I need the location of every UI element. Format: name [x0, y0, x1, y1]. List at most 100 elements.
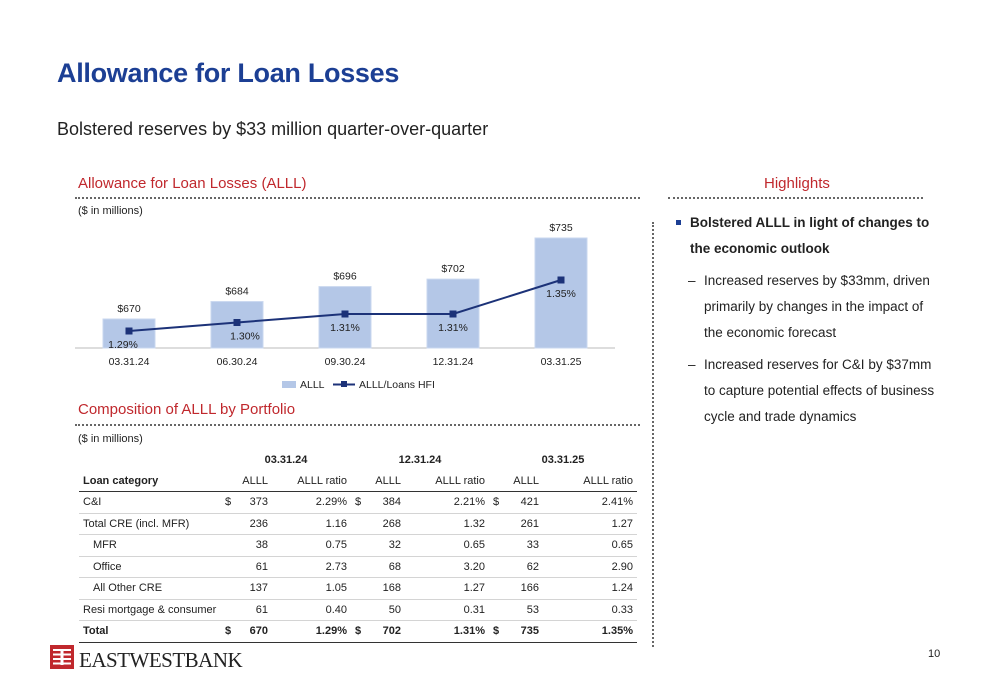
chart-unit-note: ($ in millions): [78, 205, 143, 217]
alll-ratio-cell: 1.05: [272, 577, 351, 600]
currency-symbol: $: [225, 496, 232, 509]
alll-value-cell: 268: [351, 513, 405, 535]
cell-value: 373: [249, 496, 268, 509]
alll-value-cell: 261: [489, 513, 543, 535]
column-header: Loan category: [79, 470, 221, 492]
alll-ratio-cell: 2.41%: [543, 491, 637, 514]
alll-value-cell: 166: [489, 577, 543, 600]
highlight-sub-bullet: – Increased reserves for C&I by $37mm to…: [676, 352, 936, 430]
alll-value-cell: $735: [489, 620, 543, 643]
alll-value-cell: 53: [489, 599, 543, 621]
x-tick-label: 03.31.24: [109, 356, 150, 368]
alll-value-cell: 61: [221, 599, 272, 621]
column-header: ALLL: [351, 470, 405, 492]
table-row: Total CRE (incl. MFR) 236 1.16 268 1.32 261 1.…: [79, 513, 637, 535]
x-tick-label: 09.30.24: [325, 356, 366, 368]
alll-ratio-cell: 1.27: [543, 513, 637, 535]
row-label: MFR: [79, 534, 221, 557]
alll-ratio-cell: 2.21%: [405, 491, 489, 514]
bar-value-label: $735: [549, 222, 573, 234]
legend-bar-swatch: [282, 381, 296, 388]
ratio-point: [233, 319, 241, 326]
allowance-chart: $670 03.31.24 $684 06.30.24 $696 09.30.24 $702…: [75, 222, 615, 391]
highlight-main-text: Bolstered ALLL in light of changes to th…: [690, 215, 930, 256]
alll-value-cell: 33: [489, 534, 543, 557]
ratio-label: 1.29%: [108, 339, 138, 351]
alll-value-cell: 62: [489, 556, 543, 578]
ratio-label: 1.31%: [438, 322, 468, 334]
chart-heading: Allowance for Loan Losses (ALLL): [78, 175, 307, 192]
ratio-point: [341, 310, 349, 318]
highlights-heading: Highlights: [764, 175, 830, 192]
table-row: All Other CRE 137 1.05 168 1.27 166 1.24: [79, 577, 637, 600]
legend-label: ALLL: [300, 379, 325, 391]
table-heading-rule: [75, 424, 640, 426]
highlight-sub-text: Increased reserves by $33mm, driven prim…: [704, 273, 930, 340]
alll-value-cell: 38: [221, 534, 272, 557]
currency-symbol: $: [355, 496, 362, 509]
alll-composition-table: 03.31.24 12.31.24 03.31.25 Loan category…: [79, 450, 637, 643]
alll-ratio-cell: 2.73: [272, 556, 351, 578]
alll-ratio-cell: 2.90: [543, 556, 637, 578]
alll-value-cell: 137: [221, 577, 272, 600]
cell-value: 670: [249, 625, 268, 638]
group-header: 12.31.24: [398, 454, 442, 467]
cell-value: 735: [520, 625, 539, 638]
row-label: Resi mortgage & consumer: [79, 599, 221, 621]
alll-value-cell: $670: [221, 620, 272, 643]
dash-bullet-icon: –: [688, 273, 696, 288]
square-bullet-icon: [676, 220, 681, 225]
cell-value: 702: [382, 625, 401, 638]
alll-value-cell: 68: [351, 556, 405, 578]
x-tick-label: 06.30.24: [217, 356, 258, 368]
alll-value-cell: $421: [489, 491, 543, 514]
alll-ratio-cell: 0.65: [543, 534, 637, 557]
ratio-label: 1.30%: [230, 331, 260, 343]
group-header: 03.31.24: [264, 454, 308, 467]
column-header: ALLL: [489, 470, 543, 492]
page-number: 10: [928, 648, 941, 660]
alll-value-cell: 168: [351, 577, 405, 600]
table-row: Office 61 2.73 68 3.20 62 2.90: [79, 556, 637, 578]
cell-value: 384: [382, 496, 401, 509]
alll-value-cell: $373: [221, 491, 272, 514]
highlight-sub-text: Increased reserves for C&I by $37mm to c…: [704, 357, 935, 424]
alll-ratio-cell: 1.24: [543, 577, 637, 600]
column-header: ALLL ratio: [405, 470, 489, 492]
table-row: C&I $373 2.29% $384 2.21% $421 2.41%: [79, 491, 637, 514]
x-tick-label: 12.31.24: [433, 356, 474, 368]
row-label: All Other CRE: [79, 577, 221, 600]
bar-value-label: $702: [441, 263, 465, 275]
ratio-point: [125, 327, 133, 335]
table-unit-note: ($ in millions): [78, 433, 143, 445]
table-row: MFR 38 0.75 32 0.65 33 0.65: [79, 534, 637, 557]
column-header: ALLL ratio: [543, 470, 637, 492]
row-label: C&I: [79, 491, 221, 514]
alll-ratio-cell: 0.75: [272, 534, 351, 557]
alll-ratio-cell: 1.16: [272, 513, 351, 535]
legend-label: ALLL/Loans HFI: [359, 379, 435, 391]
highlights-heading-rule: [668, 197, 923, 199]
ratio-label: 1.35%: [546, 288, 576, 300]
row-label: Office: [79, 556, 221, 578]
bar-value-label: $670: [117, 303, 141, 315]
alll-ratio-cell: 0.40: [272, 599, 351, 621]
alll-ratio-cell: 2.29%: [272, 491, 351, 514]
column-header: ALLL: [221, 470, 272, 492]
column-divider: [652, 222, 654, 647]
alll-ratio-cell: 1.29%: [272, 620, 351, 643]
alll-bar: [534, 237, 588, 349]
bar-value-label: $684: [225, 286, 249, 298]
chart-heading-rule: [75, 197, 640, 199]
bar-value-label: $696: [333, 271, 357, 283]
highlight-main-bullet: Bolstered ALLL in light of changes to th…: [676, 210, 936, 262]
row-label: Total CRE (incl. MFR): [79, 513, 221, 535]
x-tick-label: 03.31.25: [541, 356, 582, 368]
highlights-list: Bolstered ALLL in light of changes to th…: [676, 210, 936, 430]
alll-ratio-cell: 1.32: [405, 513, 489, 535]
dash-bullet-icon: –: [688, 357, 696, 372]
alll-value-cell: $702: [351, 620, 405, 643]
group-header: 03.31.25: [541, 454, 585, 467]
alll-ratio-cell: 1.31%: [405, 620, 489, 643]
eastwest-logo-icon: [50, 645, 74, 669]
